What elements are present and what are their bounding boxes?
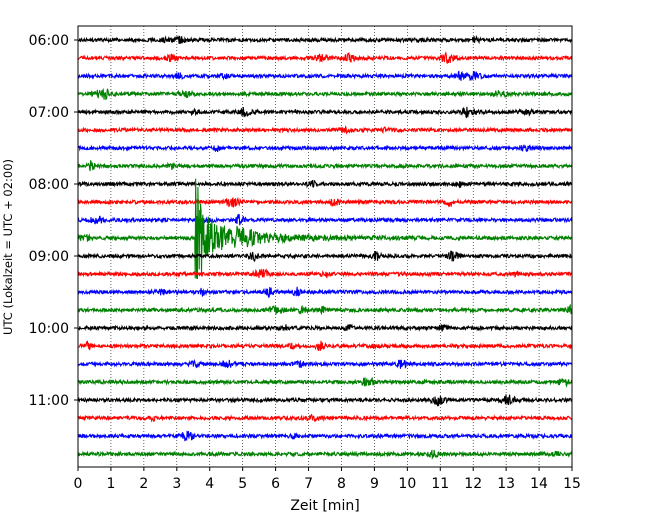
x-axis-label: Zeit [min] <box>290 498 359 514</box>
x-tick-label: 7 <box>304 476 313 492</box>
trace-1000 <box>77 323 573 332</box>
x-tick-label: 3 <box>172 476 181 492</box>
trace-1145 <box>77 449 573 460</box>
trace-0615 <box>77 51 573 64</box>
y-tick-label: 06:00 <box>29 33 69 49</box>
y-tick-label: 07:00 <box>29 105 69 121</box>
trace-0845 <box>77 178 573 279</box>
trace-0830 <box>77 213 573 226</box>
y-axis-ticks: 06:00 07:00 08:00 09:00 10:00 11:00 <box>29 33 78 409</box>
trace-0815 <box>77 196 573 208</box>
trace-1045 <box>77 376 573 388</box>
y-tick-label: 08:00 <box>29 177 69 193</box>
x-tick-label: 8 <box>337 476 346 492</box>
x-tick-label: 12 <box>464 476 482 492</box>
trace-0915 <box>77 268 573 279</box>
trace-1030 <box>77 358 573 369</box>
x-tick-label: 13 <box>497 476 515 492</box>
x-tick-label: 9 <box>370 476 379 492</box>
y-tick-label: 11:00 <box>29 393 69 409</box>
trace-0745 <box>77 159 573 172</box>
x-tick-label: 11 <box>431 476 449 492</box>
x-axis-ticks: 0 1 2 3 4 5 6 7 8 9 10 11 12 13 14 15 <box>74 467 581 492</box>
trace-0945 <box>77 303 573 316</box>
trace-0800 <box>77 179 573 189</box>
y-tick-label: 09:00 <box>29 249 69 265</box>
trace-0630 <box>77 70 573 82</box>
x-tick-label: 1 <box>106 476 115 492</box>
trace-0700 <box>77 106 573 119</box>
y-tick-label: 10:00 <box>29 321 69 337</box>
trace-1130 <box>77 430 573 442</box>
trace-0930 <box>77 286 573 299</box>
x-tick-label: 4 <box>205 476 214 492</box>
x-tick-label: 5 <box>238 476 247 492</box>
x-tick-label: 15 <box>563 476 581 492</box>
x-tick-label: 14 <box>530 476 548 492</box>
x-tick-label: 6 <box>271 476 280 492</box>
trace-1115 <box>77 413 573 423</box>
trace-0600 <box>77 34 573 45</box>
x-tick-label: 2 <box>139 476 148 492</box>
trace-0715 <box>77 124 573 135</box>
y-axis-label: UTC (Lokalzeit = UTC + 02:00) <box>1 159 15 335</box>
x-tick-label: 10 <box>398 476 416 492</box>
trace-1015 <box>77 340 573 351</box>
trace-0900 <box>77 250 573 263</box>
plot-frame <box>77 25 573 468</box>
x-tick-label: 0 <box>74 476 83 492</box>
trace-0645 <box>77 87 573 100</box>
trace-1100 <box>77 394 573 407</box>
seismogram-traces <box>77 34 573 460</box>
trace-0730 <box>77 144 573 153</box>
